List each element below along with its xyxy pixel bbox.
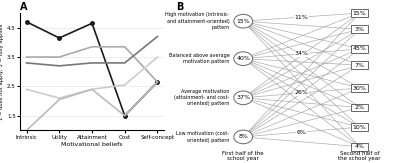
Text: A: A bbox=[20, 2, 28, 12]
Bar bbox=[351, 104, 368, 111]
Text: 34%: 34% bbox=[294, 51, 308, 56]
Bar bbox=[351, 143, 368, 151]
Text: 7%: 7% bbox=[355, 63, 365, 68]
Circle shape bbox=[234, 91, 253, 105]
Bar bbox=[351, 84, 368, 92]
Text: 45%: 45% bbox=[353, 46, 367, 51]
Text: 15%: 15% bbox=[353, 11, 366, 15]
Text: 26%: 26% bbox=[294, 90, 308, 95]
Text: 8%: 8% bbox=[238, 134, 248, 139]
Text: B: B bbox=[176, 2, 183, 12]
Text: 11%: 11% bbox=[294, 15, 308, 20]
Text: Average motivation
(attainment- and cost-
oriented) pattern: Average motivation (attainment- and cost… bbox=[174, 89, 229, 106]
Bar bbox=[351, 45, 368, 53]
Circle shape bbox=[234, 14, 253, 28]
Bar bbox=[351, 61, 368, 69]
Bar bbox=[351, 9, 368, 17]
Text: 40%: 40% bbox=[236, 56, 250, 61]
Text: 37%: 37% bbox=[236, 95, 250, 100]
Text: 10%: 10% bbox=[353, 125, 366, 130]
Circle shape bbox=[234, 130, 253, 144]
Text: First half of the
school year: First half of the school year bbox=[222, 151, 264, 161]
Y-axis label: 1 = does not apply; 5 = fully applies: 1 = does not apply; 5 = fully applies bbox=[0, 23, 4, 120]
Text: 3%: 3% bbox=[355, 27, 365, 32]
Text: 4%: 4% bbox=[355, 144, 365, 149]
Text: Second half of
the school year: Second half of the school year bbox=[338, 151, 381, 161]
Text: 6%: 6% bbox=[296, 130, 306, 134]
Text: 15%: 15% bbox=[236, 19, 250, 24]
Text: 30%: 30% bbox=[353, 86, 367, 90]
Text: 2%: 2% bbox=[355, 105, 365, 110]
Text: Balanced above average
motivation pattern: Balanced above average motivation patter… bbox=[168, 53, 229, 64]
Circle shape bbox=[234, 52, 253, 66]
Bar bbox=[351, 123, 368, 131]
X-axis label: Motivational beliefs: Motivational beliefs bbox=[61, 142, 123, 147]
Text: High motivation (intrinsic-
and attainment-oriented)
pattern: High motivation (intrinsic- and attainme… bbox=[165, 13, 229, 30]
Bar bbox=[351, 25, 368, 33]
Text: Low motivation (cost-
oriented) pattern: Low motivation (cost- oriented) pattern bbox=[176, 131, 229, 142]
